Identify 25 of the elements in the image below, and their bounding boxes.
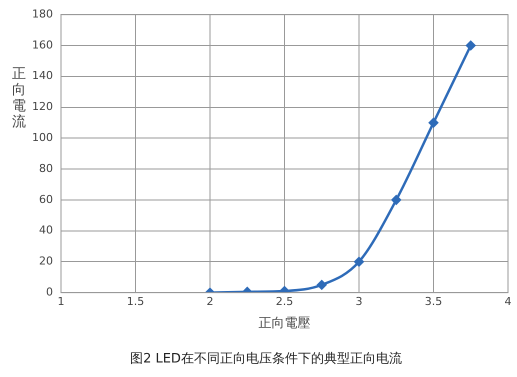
y-tick-label: 20 xyxy=(38,254,53,268)
y-tick-label: 160 xyxy=(32,38,53,52)
x-tick-label: 2.5 xyxy=(276,295,294,308)
x-tick-label: 3.5 xyxy=(424,295,442,308)
x-tick-label: 1.5 xyxy=(126,295,144,308)
x-axis-title: 正向電壓 xyxy=(258,316,310,331)
y-tick-label: 180 xyxy=(32,7,53,20)
x-tick-label: 1 xyxy=(57,295,64,308)
point xyxy=(280,286,290,293)
text: 图2 LED在不同正向电压条件下的典型正向电流 xyxy=(130,350,402,367)
y-tick-label: 120 xyxy=(32,100,53,114)
point xyxy=(466,40,476,50)
x-tick-label: 3 xyxy=(356,295,362,308)
point xyxy=(354,256,364,266)
y-tick-label: 60 xyxy=(38,192,53,206)
point xyxy=(392,195,401,205)
y-tick-label: 140 xyxy=(32,69,53,82)
y-tick-label: 40 xyxy=(38,224,53,237)
y-tick-label: 0 xyxy=(46,285,53,298)
y-axis-title: 正向電流 xyxy=(12,66,26,130)
y-tick-label: 100 xyxy=(32,131,53,144)
point xyxy=(428,118,438,128)
x-tick-label: 4 xyxy=(504,295,512,308)
x-tick-label: 2 xyxy=(206,295,214,308)
y-tick-label: 80 xyxy=(38,162,53,175)
